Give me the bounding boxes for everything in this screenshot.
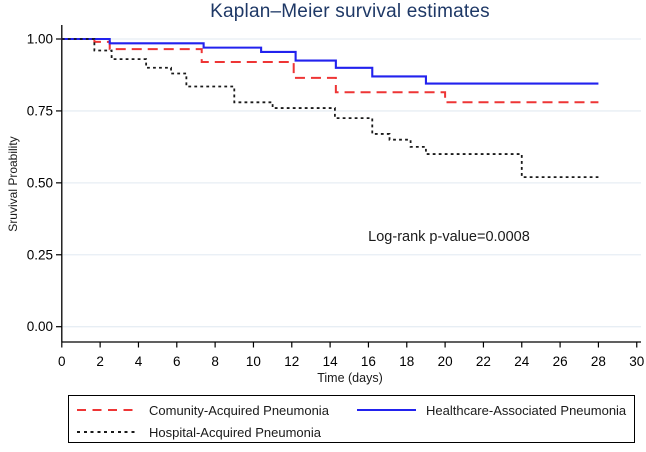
x-tick-label: 22 — [476, 354, 491, 369]
legend: Comunity-Acquired Pneumonia Healthcare-A… — [68, 395, 635, 443]
x-tick-label: 30 — [629, 354, 644, 369]
legend-item-community: Comunity-Acquired Pneumonia — [77, 399, 329, 421]
y-tick-label: 0.50 — [27, 175, 53, 190]
x-tick-label: 0 — [58, 354, 66, 369]
x-tick-label: 8 — [211, 354, 219, 369]
y-axis-label: Sruvival Proability — [6, 136, 20, 232]
x-tick-label: 4 — [135, 354, 143, 369]
x-tick-label: 24 — [514, 354, 530, 369]
x-tick-label: 28 — [591, 354, 606, 369]
legend-line-sample-hospital — [77, 431, 138, 433]
legend-label-hospital: Hospital-Acquired Pneumonia — [149, 424, 321, 440]
x-tick-label: 18 — [399, 354, 414, 369]
x-tick-label: 12 — [284, 354, 299, 369]
legend-item-healthcare: Healthcare-Associated Pneumonia — [357, 399, 626, 421]
x-tick-label: 10 — [246, 354, 261, 369]
y-tick-label: 0.00 — [27, 319, 53, 334]
x-tick-label: 6 — [173, 354, 181, 369]
legend-label-healthcare: Healthcare-Associated Pneumonia — [426, 402, 627, 418]
y-tick-label: 0.25 — [27, 247, 53, 262]
chart-title: Kaplan–Meier survival estimates — [210, 1, 490, 22]
x-tick-label: 20 — [438, 354, 453, 369]
series-healthcare — [61, 37, 599, 85]
series-community — [61, 38, 599, 104]
y-tick-label: 1.00 — [27, 32, 53, 47]
x-tick-label: 2 — [96, 354, 104, 369]
legend-label-community: Comunity-Acquired Pneumonia — [149, 402, 329, 418]
y-tick-label: 0.75 — [27, 103, 53, 118]
legend-item-hospital: Hospital-Acquired Pneumonia — [77, 421, 321, 443]
log-rank-annotation: Log-rank p-value=0.0008 — [368, 229, 530, 245]
x-tick-label: 14 — [323, 354, 339, 369]
series-hospital — [61, 38, 599, 178]
x-axis-label: Time (days) — [317, 371, 383, 385]
legend-line-sample-healthcare — [357, 408, 416, 412]
x-tick-label: 26 — [553, 354, 568, 369]
x-tick-label: 16 — [361, 354, 376, 369]
legend-line-sample-community — [77, 409, 138, 411]
